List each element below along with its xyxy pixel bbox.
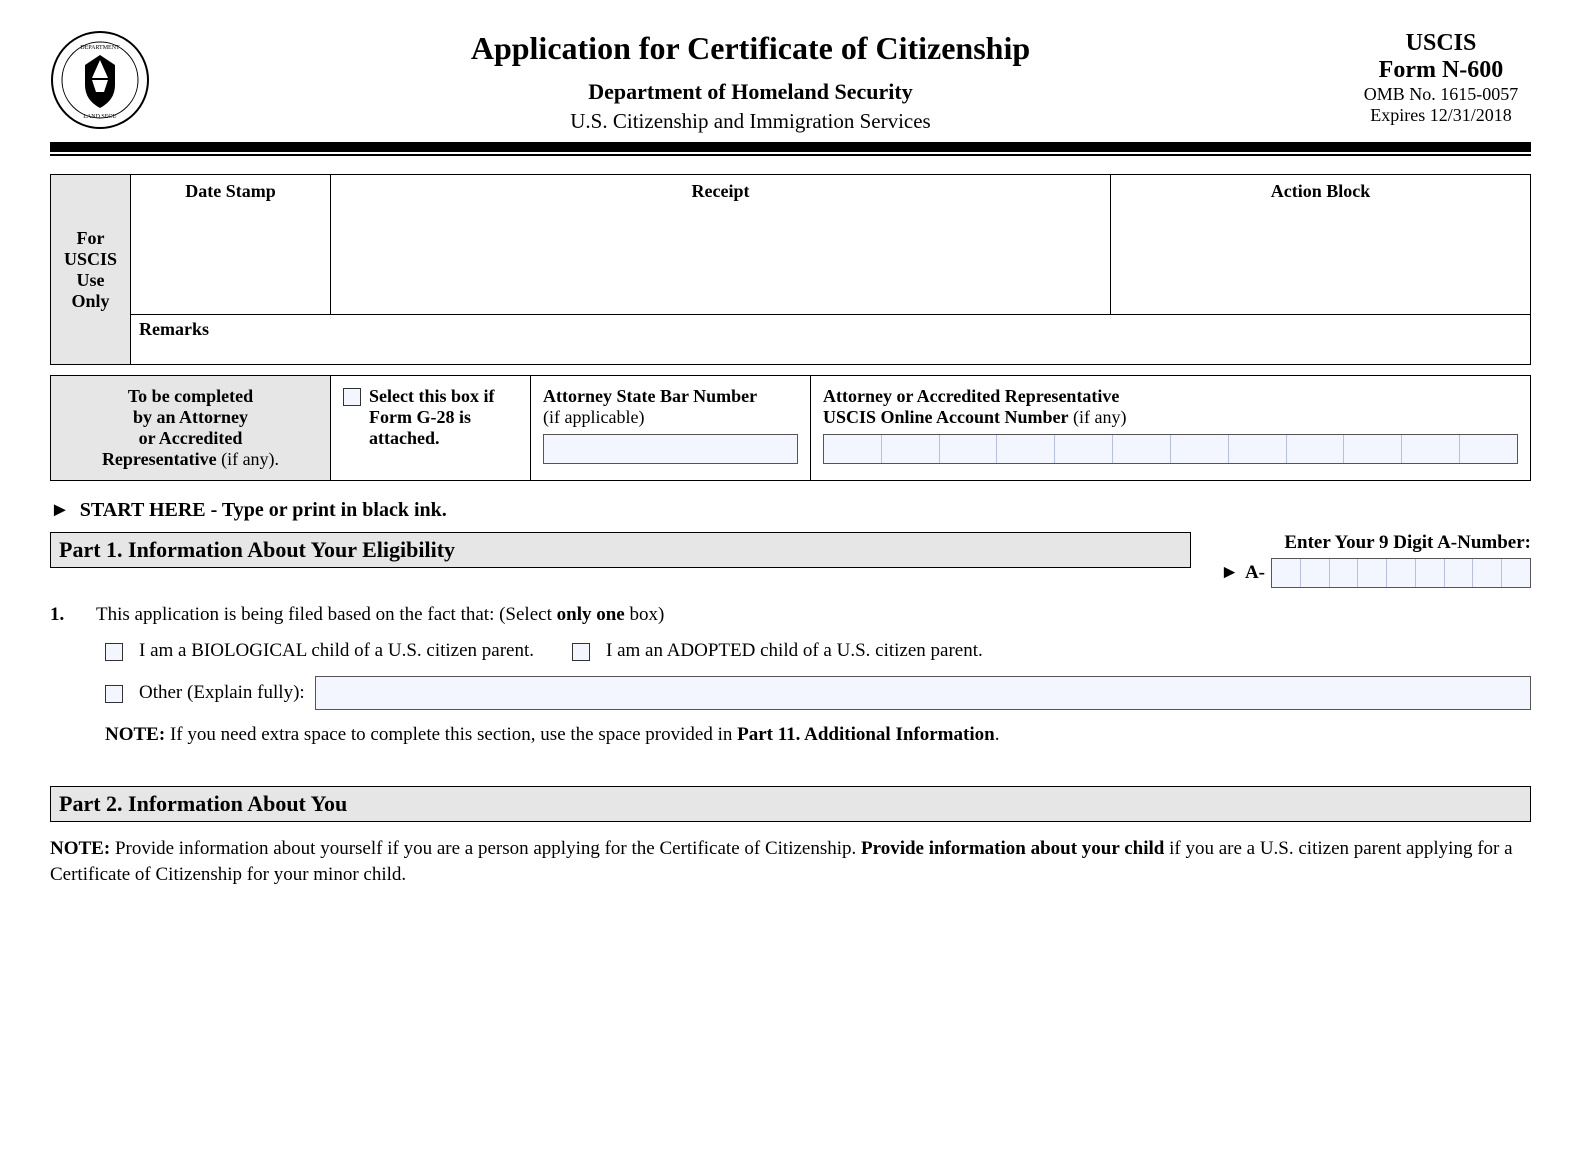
online-line1: Attorney or Accredited Representative — [823, 386, 1119, 406]
p2-note-label: NOTE: — [50, 838, 110, 859]
header-rule-thick — [50, 142, 1531, 152]
biological-label: I am a BIOLOGICAL child of a U.S. citize… — [139, 640, 534, 662]
date-stamp-cell: Date Stamp — [131, 175, 331, 315]
a-number-label: Enter Your 9 Digit A-Number: — [1211, 532, 1531, 554]
receipt-cell: Receipt — [331, 175, 1111, 315]
att-rep-bold: Representative — [102, 449, 217, 469]
note-label: NOTE: — [105, 724, 165, 745]
q1-text-a: This application is being filed based on… — [96, 604, 557, 625]
side-label-only: Only — [57, 291, 124, 312]
online-account-cell: Attorney or Accredited Representative US… — [811, 376, 1531, 481]
p2-note-b: Provide information about your child — [861, 838, 1164, 859]
expiration-date: Expires 12/31/2018 — [1351, 105, 1531, 126]
note-b: Part 11. Additional Information — [737, 724, 995, 745]
adopted-label: I am an ADOPTED child of a U.S. citizen … — [606, 640, 983, 662]
adopted-checkbox[interactable] — [572, 643, 590, 661]
omb-number: OMB No. 1615-0057 — [1351, 84, 1531, 105]
att-line3: or Accredited — [63, 428, 318, 449]
svg-text:DEPARTMENT: DEPARTMENT — [80, 45, 120, 51]
a-number-input[interactable] — [1271, 558, 1531, 588]
g28-line2: Form G-28 is — [369, 407, 495, 428]
part1-header: Part 1. Information About Your Eligibili… — [50, 532, 1191, 568]
p2-note-a: Provide information about yourself if yo… — [110, 838, 861, 859]
dhs-seal-icon: DEPARTMENT LAND SECU — [50, 30, 150, 130]
attorney-table: To be completed by an Attorney or Accred… — [50, 375, 1531, 481]
form-header: DEPARTMENT LAND SECU Application for Cer… — [50, 30, 1531, 134]
online-line2-bold: USCIS Online Account Number — [823, 407, 1069, 427]
g28-line3: attached. — [369, 428, 495, 449]
bar-sublabel: (if applicable) — [543, 407, 798, 428]
svg-text:LAND SECU: LAND SECU — [83, 114, 117, 120]
action-block-cell: Action Block — [1111, 175, 1531, 315]
bar-number-input[interactable] — [543, 434, 798, 464]
biological-checkbox[interactable] — [105, 643, 123, 661]
part2-header: Part 2. Information About You — [50, 786, 1531, 822]
other-label: Other (Explain fully): — [139, 682, 305, 704]
a-number-block: Enter Your 9 Digit A-Number: ► A- — [1211, 532, 1531, 588]
department-name: Department of Homeland Security — [170, 79, 1331, 105]
online-account-input[interactable] — [823, 434, 1518, 464]
bar-label: Attorney State Bar Number — [543, 386, 757, 406]
att-line1: To be completed — [63, 386, 318, 407]
other-explain-input[interactable] — [315, 676, 1531, 710]
att-line4: Representative (if any). — [63, 449, 318, 470]
question-1: 1. This application is being filed based… — [50, 604, 1531, 626]
side-label-use: Use — [57, 270, 124, 291]
q1-options: I am a BIOLOGICAL child of a U.S. citize… — [105, 640, 1531, 710]
q1-number: 1. — [50, 604, 78, 626]
remarks-cell: Remarks — [131, 315, 1531, 365]
arrow-icon: ► — [1220, 562, 1239, 584]
g28-cell: Select this box if Form G-28 is attached… — [331, 376, 531, 481]
uscis-use-side-label: For USCIS Use Only — [51, 175, 131, 365]
att-rep-rest: (if any). — [217, 449, 279, 469]
header-rule-thin — [50, 154, 1531, 156]
q1-text: This application is being filed based on… — [96, 604, 664, 626]
note-c: . — [995, 724, 1000, 745]
a-prefix: A- — [1245, 562, 1265, 584]
online-line2-rest: (if any) — [1069, 407, 1127, 427]
side-label-uscis: USCIS — [57, 249, 124, 270]
part1-note: NOTE: If you need extra space to complet… — [105, 724, 1531, 746]
title-block: Application for Certificate of Citizensh… — [170, 30, 1331, 134]
bar-number-cell: Attorney State Bar Number (if applicable… — [531, 376, 811, 481]
form-title: Application for Certificate of Citizensh… — [170, 30, 1331, 67]
q1-text-b: only one — [557, 604, 625, 625]
agency-name: U.S. Citizenship and Immigration Service… — [170, 109, 1331, 134]
form-id-block: USCIS Form N-600 OMB No. 1615-0057 Expir… — [1351, 30, 1531, 126]
other-checkbox[interactable] — [105, 685, 123, 703]
start-here-text: START HERE - Type or print in black ink. — [80, 499, 447, 521]
note-a: If you need extra space to complete this… — [165, 724, 737, 745]
arrow-icon: ► — [50, 499, 70, 521]
part2-section: Part 2. Information About You NOTE: Prov… — [50, 786, 1531, 887]
start-here-row: ► START HERE - Type or print in black in… — [50, 499, 1531, 522]
form-number: Form N-600 — [1351, 57, 1531, 84]
side-label-for: For — [57, 228, 124, 249]
att-line2: by an Attorney — [63, 407, 318, 428]
g28-line1: Select this box if — [369, 386, 495, 407]
g28-checkbox[interactable] — [343, 388, 361, 406]
part2-note: NOTE: Provide information about yourself… — [50, 836, 1531, 887]
q1-text-c: box) — [625, 604, 665, 625]
uscis-label: USCIS — [1351, 30, 1531, 57]
part1-row: Part 1. Information About Your Eligibili… — [50, 532, 1531, 588]
attorney-instruction-cell: To be completed by an Attorney or Accred… — [51, 376, 331, 481]
uscis-use-only-table: For USCIS Use Only Date Stamp Receipt Ac… — [50, 174, 1531, 365]
